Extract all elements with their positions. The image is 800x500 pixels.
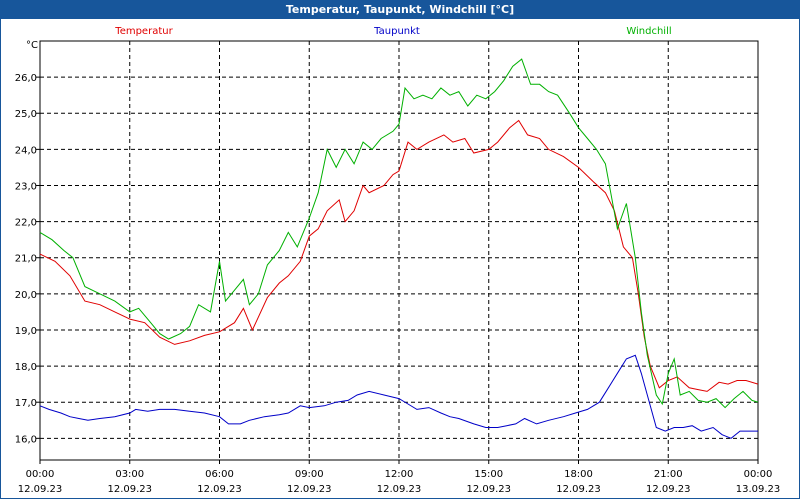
y-tick-label: 21,0 — [15, 254, 37, 265]
x-tick-time: 03:00 — [115, 469, 144, 480]
legend-entry-taupunkt: Taupunkt — [373, 26, 420, 37]
x-tick-date: 12.09.23 — [377, 484, 422, 495]
y-tick-label: 23,0 — [15, 181, 37, 192]
x-tick-time: 21:00 — [654, 469, 683, 480]
x-tick-date: 12.09.23 — [556, 484, 601, 495]
y-tick-label: 25,0 — [15, 109, 37, 120]
y-tick-label: 24,0 — [15, 145, 37, 156]
plot-area — [39, 40, 759, 461]
x-tick-time: 00:00 — [26, 469, 55, 480]
series-line-windchill — [39, 58, 759, 409]
x-axis-ticks: 00:00 12.09.23 03:00 12.09.23 06:00 12.09.23 0… — [18, 460, 781, 495]
y-tick-label: 22,0 — [15, 218, 37, 229]
x-tick-time: 00:00 — [744, 469, 773, 480]
y-tick-label: 19,0 — [15, 326, 37, 337]
x-tick-time: 09:00 — [295, 469, 324, 480]
x-tick-time: 18:00 — [564, 469, 593, 480]
x-tick-time: 15:00 — [474, 469, 503, 480]
x-tick-date: 12.09.23 — [287, 484, 332, 495]
x-tick-date: 12.09.23 — [646, 484, 691, 495]
y-tick-label: 16,0 — [15, 434, 37, 445]
y-tick-label: 18,0 — [15, 362, 37, 373]
x-tick-date: 12.09.23 — [107, 484, 152, 495]
y-tick-label: 20,0 — [15, 290, 37, 301]
grid — [40, 41, 758, 460]
y-tick-label: 26,0 — [15, 73, 37, 84]
x-tick-date: 12.09.23 — [197, 484, 242, 495]
y-tick-label: 17,0 — [15, 398, 37, 409]
y-axis-unit: °C — [26, 40, 38, 51]
y-axis-ticks: 16,0 17,0 18,0 19,0 20,0 21,0 22,0 23,0 24,0 25,0… — [15, 73, 40, 445]
series-line-taupunkt — [39, 354, 758, 439]
chart-title: Temperatur, Taupunkt, Windchill [°C] — [0, 0, 800, 19]
x-tick-date: 12.09.23 — [466, 484, 511, 495]
legend-entry-windchill: Windchill — [626, 26, 671, 37]
series-lines — [39, 58, 759, 439]
x-tick-time: 06:00 — [205, 469, 234, 480]
x-tick-date: 12.09.23 — [18, 484, 63, 495]
legend: Temperatur Taupunkt Windchill — [114, 26, 671, 37]
x-tick-time: 12:00 — [385, 469, 414, 480]
x-tick-date: 13.09.23 — [736, 484, 781, 495]
series-line-temperatur — [39, 119, 759, 392]
legend-entry-temperatur: Temperatur — [114, 26, 173, 37]
